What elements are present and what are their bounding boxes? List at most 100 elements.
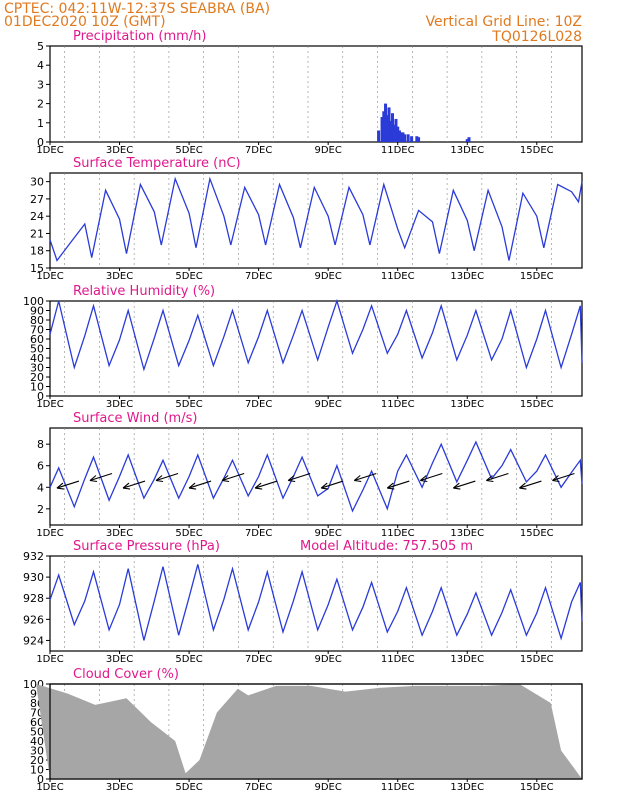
wind-arrowhead [519, 482, 527, 490]
panel-temperature: 15 18 21 24 27 30 1DEC 3DEC 5DEC 7DEC 9DEC 11DEC 13D… [30, 156, 583, 282]
precip-bar [394, 118, 398, 142]
header-station: CPTEC: 042:11W-12:37S SEABRA (BA) [4, 1, 271, 17]
panel-title: Surface Wind (m/s) [73, 411, 197, 426]
x-tick-label: 1DEC [36, 528, 63, 539]
series-line [49, 298, 583, 372]
y-tick-label: 0 [37, 390, 44, 403]
plot-frame-overlay [49, 683, 583, 780]
y-tick-label: 24 [30, 210, 44, 223]
panel-title: Precipitation (mm/h) [73, 29, 206, 44]
y-tick-label: 40 [30, 352, 44, 365]
panel-title: Surface Temperature (nC) [73, 156, 241, 171]
precip-bar [387, 107, 391, 142]
y-tick-label: 8 [37, 438, 44, 451]
x-tick-label: 11DEC [381, 399, 415, 410]
x-tick-label: 15DEC [520, 654, 554, 665]
x-tick-label: 7DEC [245, 654, 272, 665]
precip-bar [465, 139, 469, 142]
y-tick-label: 930 [23, 571, 44, 584]
x-tick-label: 7DEC [245, 145, 272, 156]
y-tick-label: 1 [37, 117, 44, 130]
wind-arrowhead [254, 482, 263, 490]
y-tick-label: 30 [30, 176, 44, 189]
x-tick-label: 7DEC [245, 782, 272, 793]
x-tick-label: 3DEC [106, 145, 133, 156]
wind-arrowhead [56, 482, 65, 490]
precip-bar [467, 137, 471, 142]
y-tick-label: 5 [37, 40, 44, 53]
x-tick-label: 5DEC [175, 654, 202, 665]
precip-bar [396, 126, 400, 142]
y-tick-label: 4 [37, 59, 44, 72]
x-tick-label: 13DEC [450, 654, 484, 665]
x-tick-label: 15DEC [520, 271, 554, 282]
y-tick-label: 0 [37, 136, 44, 149]
precip-bar [380, 117, 384, 142]
precip-bar [406, 134, 410, 142]
x-tick-label: 5DEC [175, 145, 202, 156]
plot-frame [49, 45, 583, 143]
series-line [49, 440, 583, 513]
x-tick-label: 9DEC [314, 271, 341, 282]
x-tick-label: 3DEC [106, 654, 133, 665]
wind-arrowhead [419, 475, 428, 483]
wind-arrow [552, 472, 575, 482]
x-tick-label: 11DEC [381, 782, 415, 793]
y-tick-label: 100 [23, 295, 44, 308]
panel-title: Relative Humidity (%) [73, 284, 215, 299]
x-tick-label: 9DEC [314, 782, 341, 793]
wind-arrow [486, 472, 509, 482]
precip-bar [385, 115, 389, 142]
wind-arrowhead [386, 482, 395, 490]
precip-bar [389, 120, 393, 142]
panel-annotation: Model Altitude: 757.505 m [300, 539, 473, 554]
x-tick-label: 5DEC [175, 271, 202, 282]
x-tick-label: 13DEC [450, 782, 484, 793]
x-tick-label: 9DEC [314, 654, 341, 665]
x-tick-label: 5DEC [175, 528, 202, 539]
y-tick-label: 10 [30, 764, 44, 777]
x-tick-label: 9DEC [314, 145, 341, 156]
wind-arrowhead [452, 482, 461, 490]
x-tick-label: 15DEC [520, 399, 554, 410]
precip-bar [415, 136, 419, 142]
y-tick-label: 924 [23, 634, 44, 647]
wind-arrow [221, 472, 245, 482]
y-tick-label: 60 [30, 716, 44, 729]
x-tick-label: 13DEC [450, 145, 484, 156]
x-tick-label: 1DEC [36, 782, 63, 793]
wind-arrow [387, 480, 410, 489]
precip-bar [377, 130, 381, 142]
wind-arrow [188, 480, 212, 489]
plot-frame [49, 555, 583, 652]
y-tick-label: 4 [37, 481, 44, 494]
wind-arrowhead [287, 475, 296, 483]
y-tick-label: 6 [37, 460, 44, 473]
y-tick-label: 3 [37, 78, 44, 91]
wind-arrowhead [552, 475, 560, 483]
y-tick-label: 27 [30, 193, 44, 206]
precip-bar [382, 111, 386, 142]
x-tick-label: 7DEC [245, 528, 272, 539]
wind-arrowhead [320, 482, 329, 490]
plot-frame [49, 172, 583, 269]
series-line [49, 564, 583, 641]
header-grid-line: Vertical Grid Line: 10Z [425, 14, 582, 30]
x-tick-label: 13DEC [450, 399, 484, 410]
y-tick-label: 70 [30, 324, 44, 337]
precip-bar [392, 124, 396, 142]
x-tick-label: 1DEC [36, 654, 63, 665]
precip-bar [390, 113, 394, 142]
wind-arrowhead [353, 475, 362, 483]
panel-precipitation: 0 1 2 3 4 5 1DEC 3DEC 5DEC 7DEC 9DEC 11DEC 13DEC 15DE… [36, 29, 583, 156]
y-tick-label: 18 [30, 245, 44, 258]
wind-arrow [155, 472, 179, 482]
wind-arrow [354, 472, 377, 482]
wind-arrowhead [89, 475, 98, 483]
precip-bar [399, 132, 403, 142]
x-tick-label: 3DEC [106, 528, 133, 539]
y-tick-label: 40 [30, 735, 44, 748]
